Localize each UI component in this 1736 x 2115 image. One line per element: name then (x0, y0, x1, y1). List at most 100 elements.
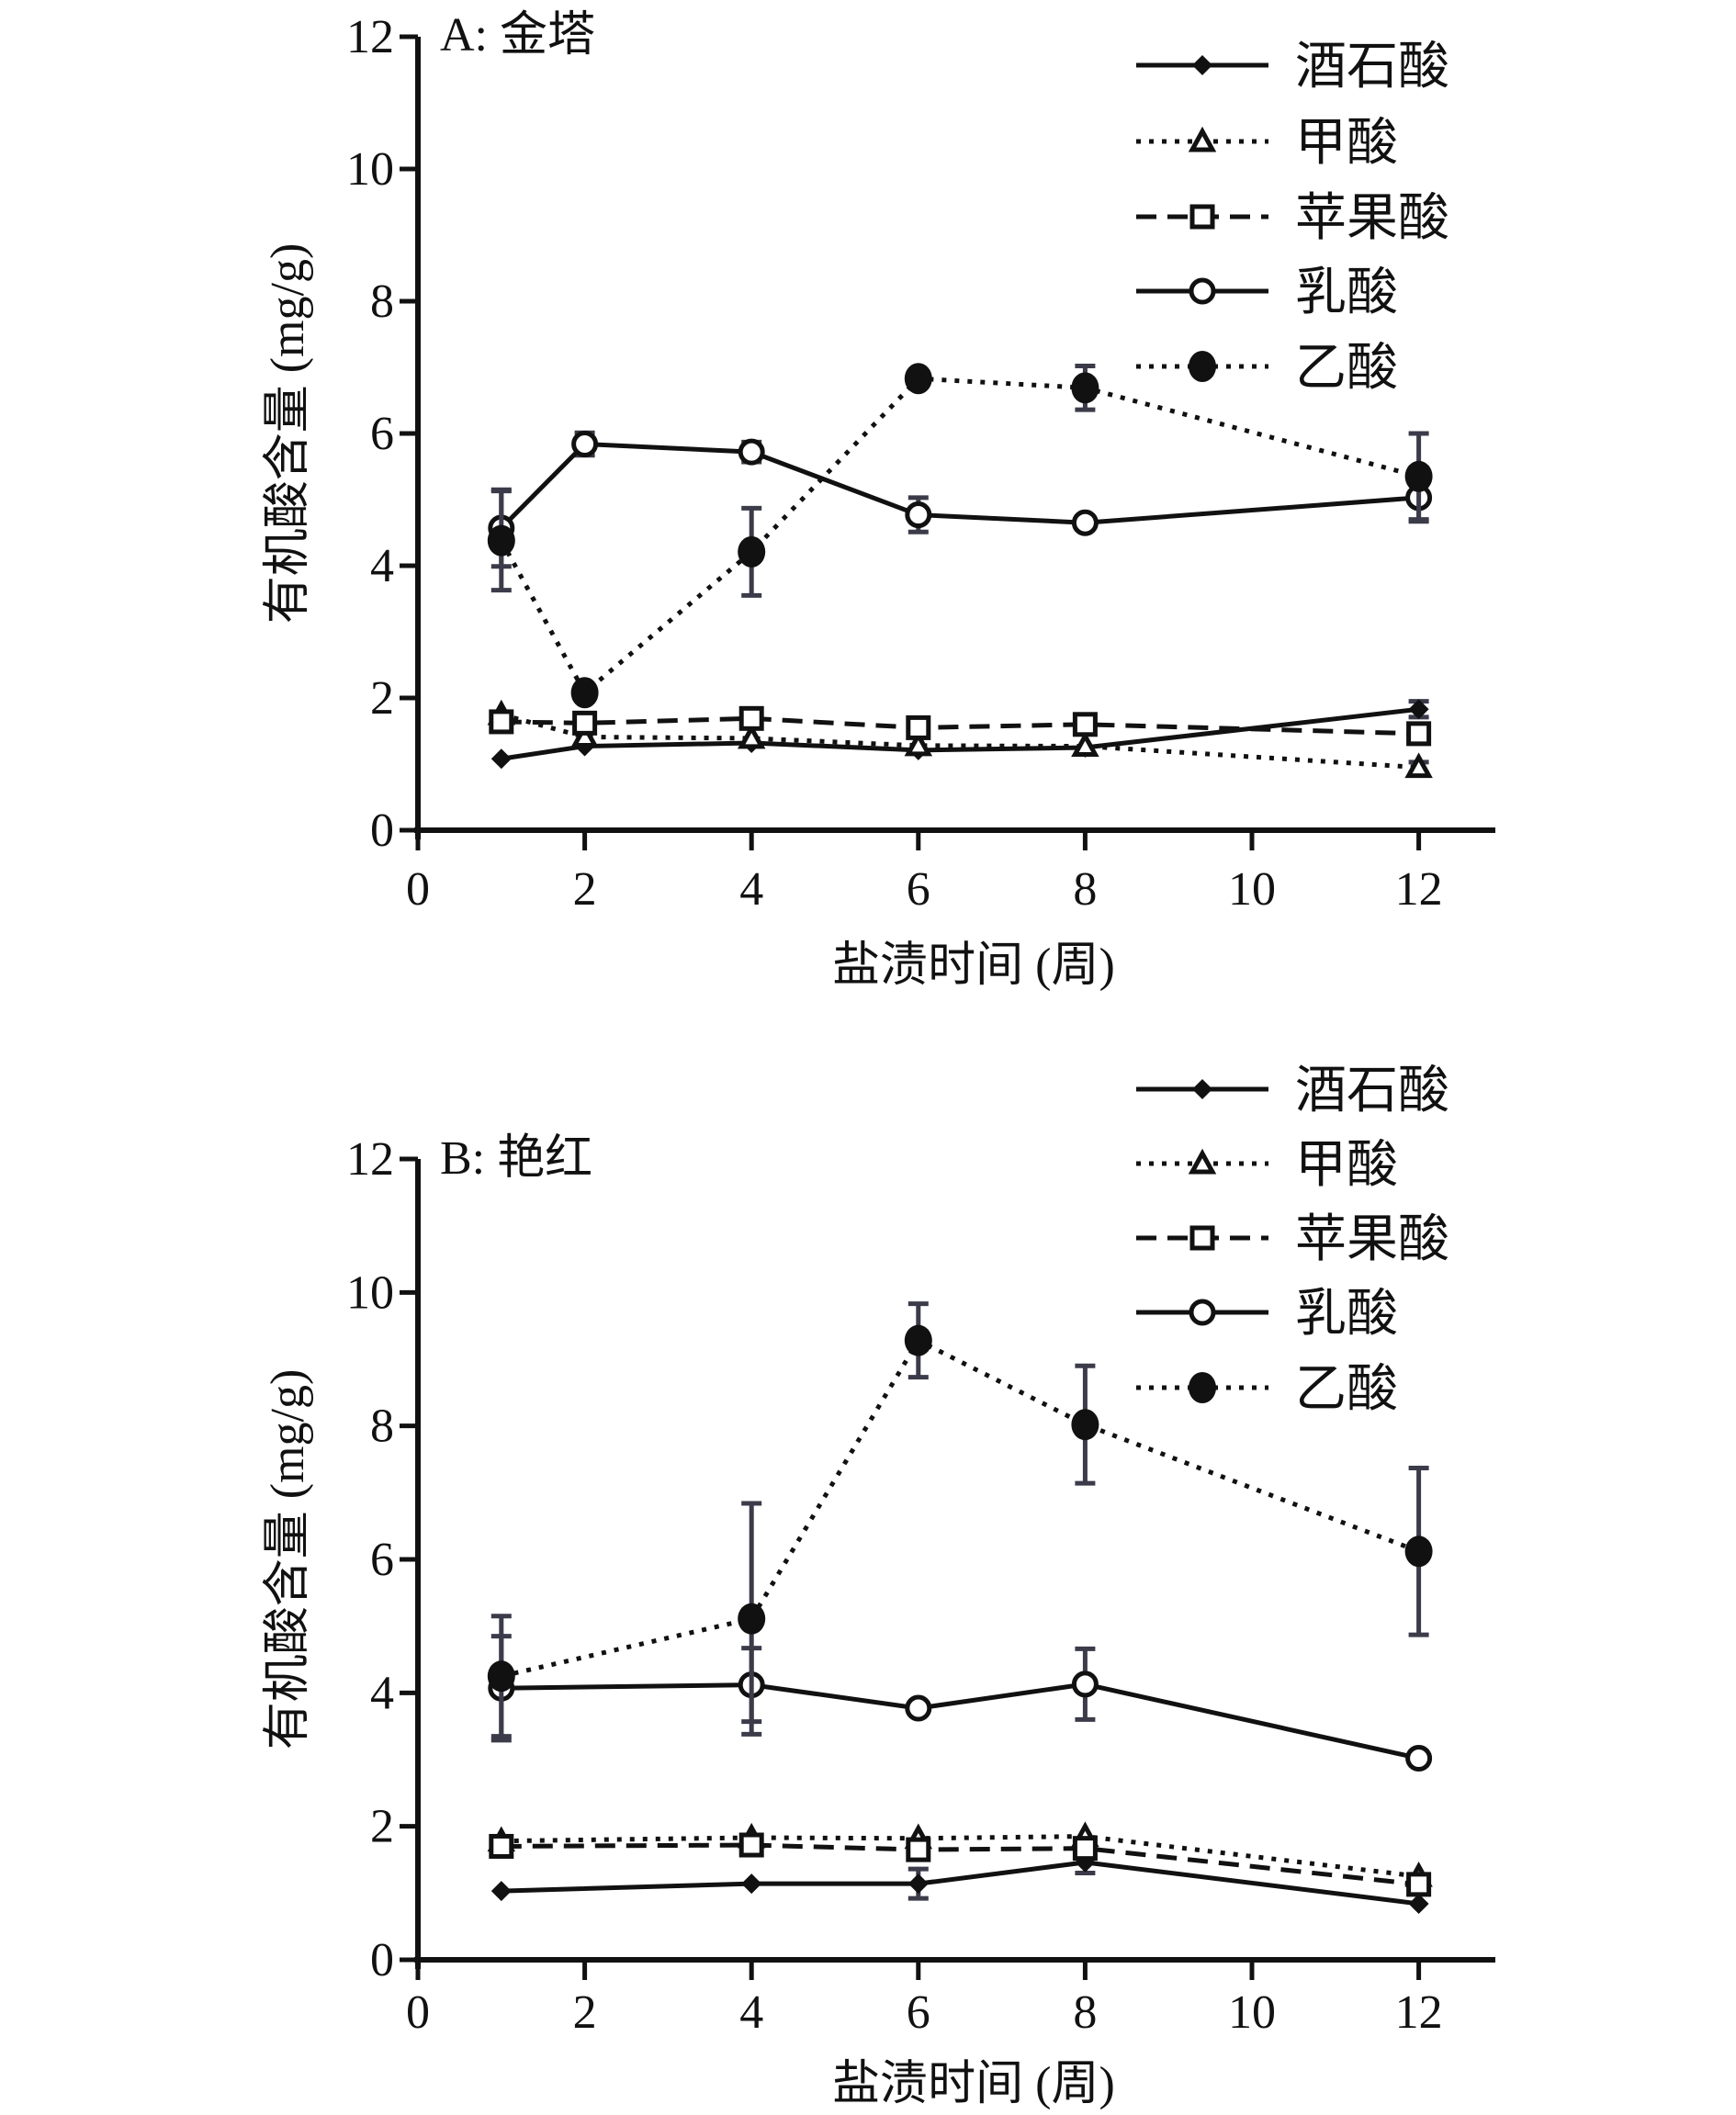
x-tick-label: 12 (1395, 863, 1443, 916)
data-point (906, 714, 931, 740)
series-0 (490, 1849, 1429, 1914)
legend-label: 乳酸 (1295, 1286, 1398, 1343)
data-point (907, 1873, 929, 1895)
panel-title: A: 金塔 (440, 9, 595, 62)
data-point (1071, 509, 1099, 536)
x-tick-label: 6 (907, 863, 930, 916)
data-point (489, 709, 514, 735)
data-point (1408, 699, 1429, 720)
y-tick-label: 0 (370, 1934, 394, 1986)
series-line (501, 1682, 1420, 1761)
series-3 (488, 430, 1433, 569)
y-tick-label: 2 (370, 1801, 394, 1853)
y-tick-label: 0 (370, 804, 394, 857)
legend-marker (1188, 1148, 1217, 1175)
legend-marker (1189, 277, 1216, 305)
y-axis-title: 有机酸含量 (mg/g) (262, 1369, 314, 1750)
legend-label: 乳酸 (1295, 264, 1398, 321)
legend-label: 乙酸 (1295, 340, 1398, 397)
x-tick-label: 0 (406, 1986, 430, 2039)
series-0 (490, 699, 1429, 770)
x-tick-label: 2 (573, 863, 597, 916)
data-point (738, 535, 766, 568)
x-tick-label: 10 (1228, 863, 1276, 916)
legend-marker (1188, 126, 1217, 152)
series-line (499, 376, 1420, 697)
series-4 (487, 1301, 1433, 1739)
legend-marker (1189, 1372, 1216, 1403)
legend-label: 甲酸 (1295, 115, 1398, 172)
data-point (1406, 1872, 1432, 1897)
data-point (738, 705, 764, 731)
data-point (1408, 1893, 1429, 1914)
x-tick-label: 6 (907, 1986, 930, 2039)
data-point (487, 1660, 515, 1693)
y-axis-title: 有机酸含量 (mg/g) (262, 243, 314, 624)
y-tick-label: 12 (346, 11, 394, 63)
data-point (1071, 731, 1099, 758)
x-tick-label: 10 (1228, 1986, 1276, 2039)
legend-marker (1192, 55, 1212, 75)
data-point (905, 1694, 932, 1722)
legend-marker (1189, 351, 1216, 382)
y-tick-label: 4 (370, 540, 394, 592)
legend-label: 乙酸 (1295, 1361, 1398, 1418)
data-point (904, 730, 933, 757)
data-point (1071, 1409, 1099, 1441)
data-point (904, 363, 932, 395)
x-tick-label: 4 (739, 1986, 763, 2039)
data-point (1404, 1536, 1433, 1568)
x-axis-title: 盐渍时间 (周) (832, 939, 1115, 992)
data-point (738, 1603, 766, 1635)
y-tick-label: 8 (370, 276, 394, 328)
x-tick-label: 4 (739, 863, 763, 916)
x-tick-label: 12 (1395, 1986, 1443, 2039)
data-point (1071, 1671, 1099, 1698)
data-point (489, 1833, 514, 1859)
data-point (490, 1881, 512, 1902)
legend-marker (1189, 1225, 1215, 1251)
series-2 (489, 1832, 1432, 1897)
data-point (487, 524, 515, 557)
data-point (737, 723, 766, 749)
data-point (570, 722, 599, 748)
series-line (501, 712, 1419, 771)
data-point (906, 1837, 931, 1862)
legend-label: 苹果酸 (1295, 1211, 1449, 1268)
data-point (1072, 1836, 1098, 1862)
data-point (1072, 712, 1098, 737)
data-point (1406, 721, 1432, 747)
y-tick-label: 6 (370, 1534, 394, 1586)
series-line (500, 441, 1419, 530)
y-tick-label: 10 (346, 1266, 394, 1319)
data-point (1405, 1745, 1433, 1772)
panel-title: B: 艳红 (440, 1132, 592, 1185)
x-tick-label: 8 (1073, 863, 1097, 916)
series-line (501, 1337, 1420, 1679)
y-tick-label: 2 (370, 672, 394, 725)
legend-label: 苹果酸 (1295, 190, 1449, 247)
y-tick-label: 6 (370, 408, 394, 460)
data-point (1404, 460, 1433, 492)
series-3 (488, 1634, 1433, 1772)
data-point (490, 748, 512, 770)
data-point (738, 438, 765, 466)
y-tick-label: 12 (346, 1133, 394, 1186)
data-point (905, 501, 932, 529)
series-2 (489, 705, 1432, 747)
chart-panel-b: 0 2 4 6 8 10 12 0 2 4 6 8 10 12 盐渍时间 (周) 有机酸含量 (mg/g) B:… (262, 1063, 1495, 2110)
legend-marker (1189, 1299, 1216, 1326)
data-point (1404, 752, 1433, 779)
x-axis-title: 盐渍时间 (周) (832, 2058, 1115, 2110)
x-tick-label: 0 (406, 863, 430, 916)
series-4 (487, 363, 1433, 709)
series-line (501, 715, 1419, 737)
x-tick-label: 8 (1073, 1986, 1097, 2039)
data-point (570, 677, 599, 709)
legend-label: 酒石酸 (1295, 1063, 1449, 1119)
data-point (738, 1832, 764, 1858)
legend-label: 甲酸 (1295, 1137, 1398, 1194)
x-tick-label: 2 (573, 1986, 597, 2039)
data-point (741, 1873, 762, 1895)
